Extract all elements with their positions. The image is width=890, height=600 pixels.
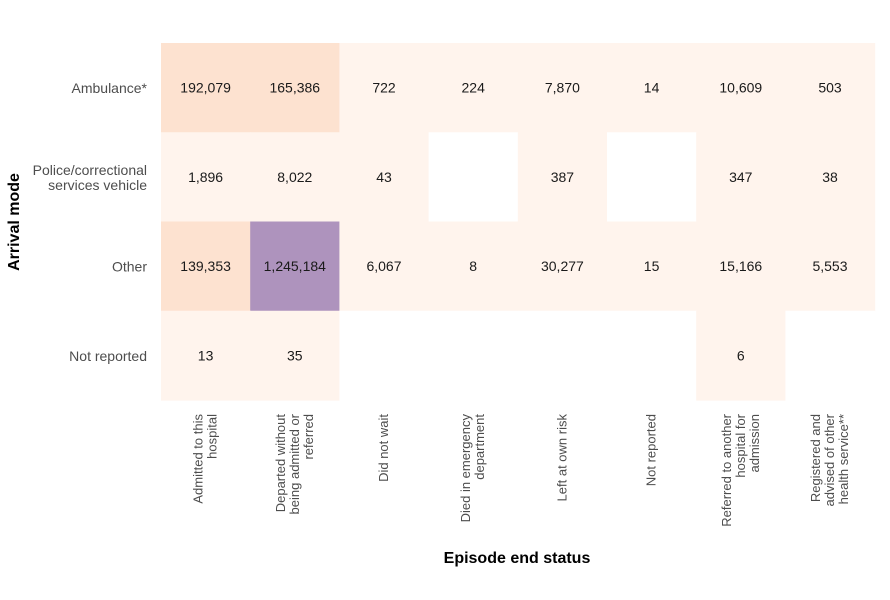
column-label-departed-without-being-admitted-or-referred: Departed withoutbeing admitted orreferre… [273,413,316,514]
heatmap-cell [696,132,786,223]
column-label-died-in-emergency-department: Died in emergencydepartment [458,414,487,523]
heatmap-cell [428,43,519,133]
column-label-did-not-wait: Did not wait [376,414,391,482]
column-label-left-at-own-risk: Left at own risk [554,414,569,502]
cell-value-label: 13 [198,347,214,363]
heatmap-cell [785,310,876,401]
heatmap-cell [428,221,519,312]
cell-value-label: 8,022 [277,169,312,185]
cell-value-label: 43 [376,169,392,185]
heatmap-cell [339,43,430,133]
x-axis-title: Episode end status [444,550,591,567]
heatmap-cell [250,43,340,133]
y-axis-title: Arrival mode [6,173,23,271]
heatmap-cell [517,43,608,133]
cell-value-label: 5,553 [812,258,847,274]
cell-value-label: 165,386 [269,80,320,96]
cell-value-label: 14 [644,80,660,96]
heatmap-cell [161,43,251,133]
cell-value-label: 6,067 [366,258,401,274]
column-labels: Admitted to thishospital Departed without… [191,413,851,526]
cell-value-label: 30,277 [541,258,584,274]
heatmap-cell [517,132,608,223]
cell-value-label: 1,245,184 [264,258,326,274]
heatmap-cell [339,221,430,312]
cell-value-label: 722 [372,80,396,96]
row-label-other: Other [112,259,147,275]
row-label-ambulance: Ambulance* [72,80,148,96]
cell-value-label: 347 [729,169,753,185]
heatmap-cell [517,310,608,401]
heatmap-cell [607,43,697,133]
heatmap-cell [428,310,519,401]
cell-value-label: 8 [469,258,477,274]
heatmap-cell [696,310,786,401]
cell-value-label: 6 [737,347,745,363]
row-label-not-reported: Not reported [69,348,147,364]
cell-value-label: 224 [462,80,486,96]
cell-value-label: 503 [818,80,842,96]
heatmap-cells: 192,079 165,386 722 224 7,870 14 10,609 503 1,89… [161,43,876,401]
heatmap-cell [161,310,251,401]
column-label-admitted-to-this-hospital: Admitted to thishospital [191,414,220,504]
heatmap-cell [250,221,340,312]
heatmap-cell [785,132,876,223]
cell-value-label: 387 [551,169,575,185]
heatmap-cell [607,132,697,223]
heatmap-cell [339,132,430,223]
heatmap-cell [785,43,876,133]
heatmap-cell [161,132,251,223]
heatmap-cell [607,221,697,312]
cell-value-label: 38 [822,169,838,185]
heatmap-cell [250,132,340,223]
column-label-referred-to-another-hospital-for-admission: Referred to anotherhospital foradmission [719,413,762,526]
row-labels: Ambulance* Police/correctional services ve… [33,80,148,364]
heatmap-cell [785,221,876,312]
heatmap-cell [696,221,786,312]
cell-value-label: 10,609 [719,80,762,96]
heatmap-cell [607,310,697,401]
heatmap-cell [428,132,519,223]
heatmap-cell [250,310,340,401]
cell-value-label: 1,896 [188,169,223,185]
heatmap-cell [161,221,251,312]
cell-value-label: 139,353 [180,258,231,274]
cell-value-label: 7,870 [545,80,580,96]
cell-value-label: 15 [644,258,660,274]
column-label-not-reported: Not reported [644,414,659,486]
cell-value-label: 35 [287,347,303,363]
row-label-police-correctional-services-vehicle: Police/correctional services vehicle [33,162,148,193]
heatmap-cell [339,310,430,401]
cell-value-label: 15,166 [719,258,762,274]
column-label-registered-and-advised-of-other-health-service: Registered andadvised of otherhealth ser… [808,413,851,506]
heatmap-cell [517,221,608,312]
cell-value-label: 192,079 [180,80,231,96]
heatmap-cell [696,43,786,133]
